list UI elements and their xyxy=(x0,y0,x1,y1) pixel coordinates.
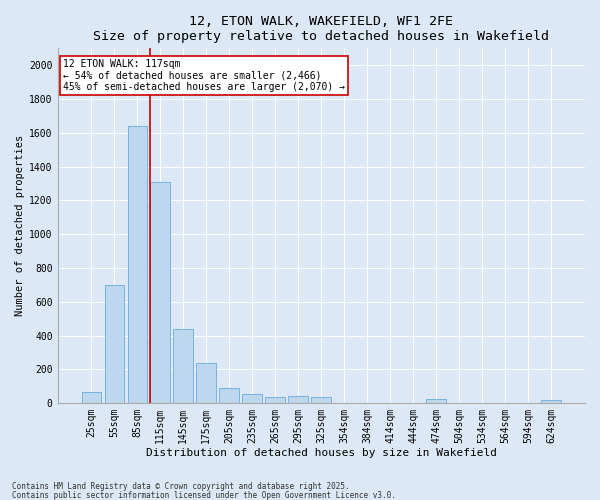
Text: Contains public sector information licensed under the Open Government Licence v3: Contains public sector information licen… xyxy=(12,490,396,500)
Bar xyxy=(173,329,193,403)
Title: 12, ETON WALK, WAKEFIELD, WF1 2FE
Size of property relative to detached houses i: 12, ETON WALK, WAKEFIELD, WF1 2FE Size o… xyxy=(93,15,549,43)
X-axis label: Distribution of detached houses by size in Wakefield: Distribution of detached houses by size … xyxy=(146,448,497,458)
Bar xyxy=(220,388,239,403)
Bar xyxy=(151,182,170,403)
Y-axis label: Number of detached properties: Number of detached properties xyxy=(15,135,25,316)
Bar xyxy=(265,398,285,403)
Bar xyxy=(104,285,124,403)
Bar xyxy=(128,126,147,403)
Bar xyxy=(289,396,308,403)
Text: 12 ETON WALK: 117sqm
← 54% of detached houses are smaller (2,466)
45% of semi-de: 12 ETON WALK: 117sqm ← 54% of detached h… xyxy=(63,59,345,92)
Bar xyxy=(541,400,561,403)
Text: Contains HM Land Registry data © Crown copyright and database right 2025.: Contains HM Land Registry data © Crown c… xyxy=(12,482,350,491)
Bar xyxy=(242,394,262,403)
Bar xyxy=(196,362,216,403)
Bar xyxy=(311,398,331,403)
Bar xyxy=(82,392,101,403)
Bar xyxy=(427,399,446,403)
